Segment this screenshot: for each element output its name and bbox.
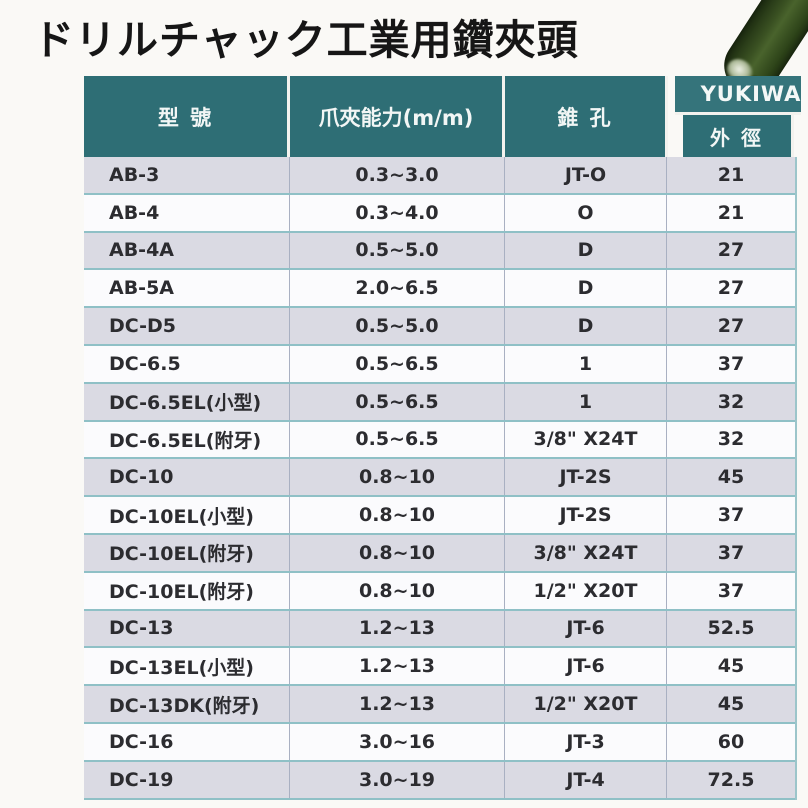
taper-cell: JT-6 xyxy=(505,648,667,685)
taper-cell: JT-3 xyxy=(505,723,667,760)
header-sub-row: 外 徑 xyxy=(682,115,794,157)
taper-cell: 3/8" X24T xyxy=(505,421,667,458)
table-row: DC-6.5EL(附牙) 0.5~6.5 3/8" X24T 32 xyxy=(84,421,795,460)
model-cell: DC-19 xyxy=(84,761,290,798)
od-cell: 45 xyxy=(717,655,745,678)
model-cell: DC-13DK(附牙) xyxy=(84,686,290,722)
model-cell: DC-10EL(附牙) xyxy=(84,572,290,609)
taper-cell: JT-2S xyxy=(505,459,667,496)
model-cell: DC-D5 xyxy=(84,308,290,344)
model-cell: DC-13EL(小型) xyxy=(84,648,290,685)
table-row: AB-5A 2.0~6.5 D 27 xyxy=(84,270,795,309)
od-cell: 45 xyxy=(717,466,745,489)
taper-cell: 1/2" X20T xyxy=(505,572,667,609)
taper-cell: D xyxy=(505,232,667,269)
model-cell: AB-3 xyxy=(84,157,290,193)
od-cell: 32 xyxy=(717,428,745,451)
capacity-cell: 0.5~6.5 xyxy=(290,421,505,458)
table-row: AB-4A 0.5~5.0 D 27 xyxy=(84,232,795,271)
od-cell: 27 xyxy=(717,239,745,262)
taper-cell: JT-6 xyxy=(505,610,667,647)
od-cell: 37 xyxy=(717,504,745,527)
capacity-cell: 0.5~6.5 xyxy=(290,345,505,382)
od-cell: 21 xyxy=(717,163,745,186)
table-row: DC-13DK(附牙) 1.2~13 1/2" X20T 45 xyxy=(84,686,795,724)
model-cell: DC-10EL(小型) xyxy=(84,497,290,533)
taper-cell: 1/2" X20T xyxy=(505,686,667,722)
model-cell: DC-10 xyxy=(84,459,290,496)
table-row: DC-16 3.0~16 JT-3 60 xyxy=(84,723,795,762)
capacity-cell: 2.0~6.5 xyxy=(290,270,505,307)
model-cell: AB-5A xyxy=(84,270,290,307)
od-cell: 72.5 xyxy=(707,768,755,791)
table-header-row: 型 號 爪夾能力(m/m) 錐 孔 YUKIWA 外 徑 xyxy=(84,76,808,157)
header-model: 型 號 xyxy=(84,76,290,157)
capacity-cell: 0.5~6.5 xyxy=(290,383,505,420)
header-taper-hole: 錐 孔 xyxy=(505,76,668,157)
taper-cell: 3/8" X24T xyxy=(505,534,667,571)
od-cell: 37 xyxy=(717,352,745,375)
taper-cell: O xyxy=(505,194,667,231)
model-cell: DC-6.5EL(小型) xyxy=(84,383,290,420)
taper-cell: JT-4 xyxy=(505,761,667,798)
model-cell: DC-16 xyxy=(84,723,290,760)
od-cell: 32 xyxy=(717,390,745,413)
capacity-cell: 1.2~13 xyxy=(290,610,505,647)
spec-table: 型 號 爪夾能力(m/m) 錐 孔 YUKIWA 外 徑 AB-3 0.3~3.0… xyxy=(84,76,808,800)
table-row: DC-10EL(小型) 0.8~10 JT-2S 37 xyxy=(84,497,795,535)
od-cell: 27 xyxy=(717,315,745,338)
capacity-cell: 3.0~19 xyxy=(290,761,505,798)
model-cell: AB-4 xyxy=(84,194,290,231)
taper-cell: 1 xyxy=(505,345,667,382)
model-cell: DC-13 xyxy=(84,610,290,647)
header-brand-yukiwa: YUKIWA xyxy=(674,76,802,115)
header-outer-diameter: 外 徑 xyxy=(682,115,794,157)
model-cell: DC-10EL(附牙) xyxy=(84,534,290,571)
capacity-cell: 0.5~5.0 xyxy=(290,308,505,344)
od-cell: 45 xyxy=(717,693,745,716)
od-cell: 21 xyxy=(717,201,745,224)
od-cell: 27 xyxy=(717,277,745,300)
od-cell: 37 xyxy=(717,579,745,602)
table-row: AB-3 0.3~3.0 JT-O 21 xyxy=(84,157,795,195)
table-row: AB-4 0.3~4.0 O 21 xyxy=(84,194,795,233)
table-row: DC-13EL(小型) 1.2~13 JT-6 45 xyxy=(84,648,795,687)
capacity-cell: 3.0~16 xyxy=(290,723,505,760)
capacity-cell: 0.8~10 xyxy=(290,572,505,609)
table-row: DC-10EL(附牙) 0.8~10 3/8" X24T 37 xyxy=(84,534,795,573)
od-cell: 37 xyxy=(717,541,745,564)
capacity-cell: 1.2~13 xyxy=(290,648,505,685)
capacity-cell: 0.5~5.0 xyxy=(290,232,505,269)
capacity-cell: 0.3~4.0 xyxy=(290,194,505,231)
table-row: DC-6.5 0.5~6.5 1 37 xyxy=(84,345,795,384)
taper-cell: JT-O xyxy=(505,157,667,193)
capacity-cell: 0.3~3.0 xyxy=(290,157,505,193)
capacity-cell: 0.8~10 xyxy=(290,534,505,571)
table-row: DC-6.5EL(小型) 0.5~6.5 1 32 xyxy=(84,383,795,422)
table-row: DC-19 3.0~19 JT-4 72.5 xyxy=(84,761,795,800)
header-clamping-capacity: 爪夾能力(m/m) xyxy=(290,76,505,157)
table-body: AB-3 0.3~3.0 JT-O 21 AB-4 0.3~4.0 O 21 AB-4A 0.5~… xyxy=(84,157,797,800)
taper-cell: JT-2S xyxy=(505,497,667,533)
capacity-cell: 0.8~10 xyxy=(290,497,505,533)
od-cell: 52.5 xyxy=(707,617,755,640)
model-cell: DC-6.5 xyxy=(84,345,290,382)
table-row: DC-10EL(附牙) 0.8~10 1/2" X20T 37 xyxy=(84,572,795,611)
model-cell: AB-4A xyxy=(84,232,290,269)
taper-cell: 1 xyxy=(505,383,667,420)
capacity-cell: 0.8~10 xyxy=(290,459,505,496)
od-cell: 60 xyxy=(717,730,745,753)
table-row: DC-10 0.8~10 JT-2S 45 xyxy=(84,459,795,498)
model-cell: DC-6.5EL(附牙) xyxy=(84,421,290,458)
taper-cell: D xyxy=(505,308,667,344)
header-brand-column: YUKIWA 外 徑 xyxy=(668,76,808,157)
capacity-cell: 1.2~13 xyxy=(290,686,505,722)
taper-cell: D xyxy=(505,270,667,307)
table-row: DC-D5 0.5~5.0 D 27 xyxy=(84,308,795,346)
table-row: DC-13 1.2~13 JT-6 52.5 xyxy=(84,610,795,649)
page-title: ドリルチャック工業用鑽夾頭 xyxy=(33,16,579,64)
